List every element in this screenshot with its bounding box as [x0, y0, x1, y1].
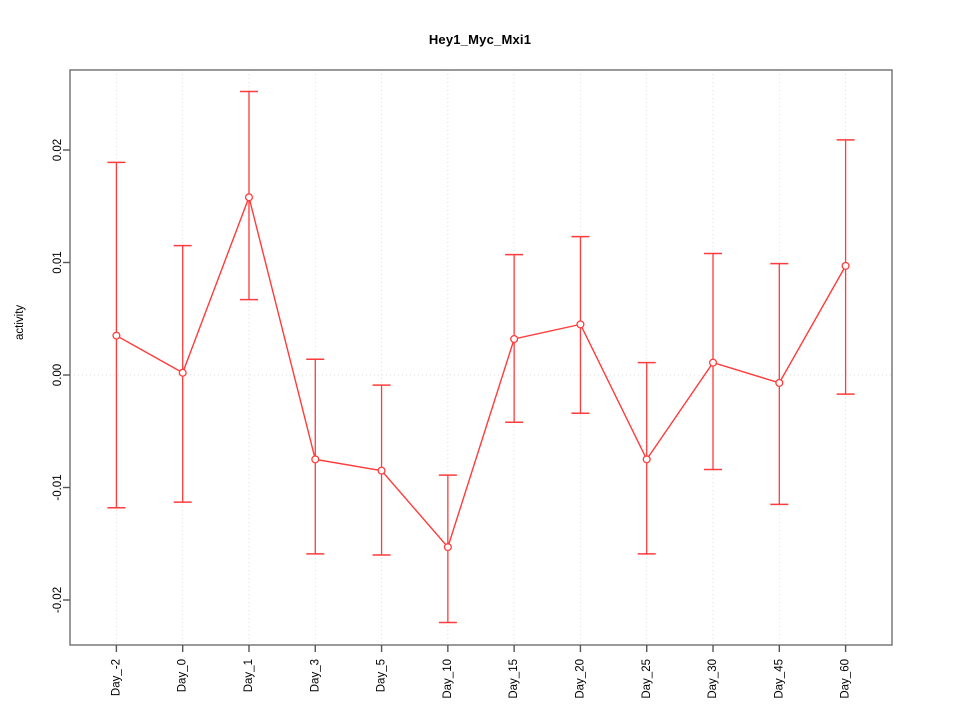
- series-line: [116, 194, 847, 549]
- x-tick-label: Day_60: [840, 659, 852, 699]
- x-axis-ticks: [115, 645, 847, 652]
- x-tick-labels: Day_-2 Day_0 Day_1 Day_3 Day_5 Day_10 Day_15 Da…: [110, 659, 851, 699]
- x-tick-label: Day_10: [442, 659, 454, 699]
- y-tick-label: 0.02: [52, 139, 64, 161]
- x-tick-label: Day_30: [707, 659, 719, 699]
- x-tick-label: Day_25: [641, 659, 653, 699]
- x-tick-label: Day_0: [177, 659, 189, 692]
- y-tick-label: -0.01: [52, 474, 64, 500]
- plot-frame: [69, 69, 893, 646]
- x-tick-label: Day_5: [376, 659, 388, 692]
- y-tick-label: 0.00: [52, 364, 64, 386]
- data-points: [112, 193, 850, 552]
- x-tick-label: Day_45: [773, 659, 785, 699]
- x-tick-label: Day_1: [243, 659, 255, 692]
- y-axis-ticks: [63, 149, 70, 601]
- x-tick-label: Day_15: [508, 659, 520, 699]
- error-bars: [107, 90, 855, 624]
- x-tick-label: Day_20: [574, 659, 586, 699]
- chart-title: Hey1_Myc_Mxi1: [428, 32, 532, 47]
- y-tick-label: 0.01: [52, 251, 64, 273]
- x-tick-label: Day_-2: [110, 659, 122, 696]
- y-tick-labels: 0.02 0.01 0.00 -0.01 -0.02: [52, 139, 64, 613]
- gridlines: [115, 70, 847, 645]
- y-tick-label: -0.02: [52, 587, 64, 613]
- x-tick-label: Day_3: [309, 659, 321, 692]
